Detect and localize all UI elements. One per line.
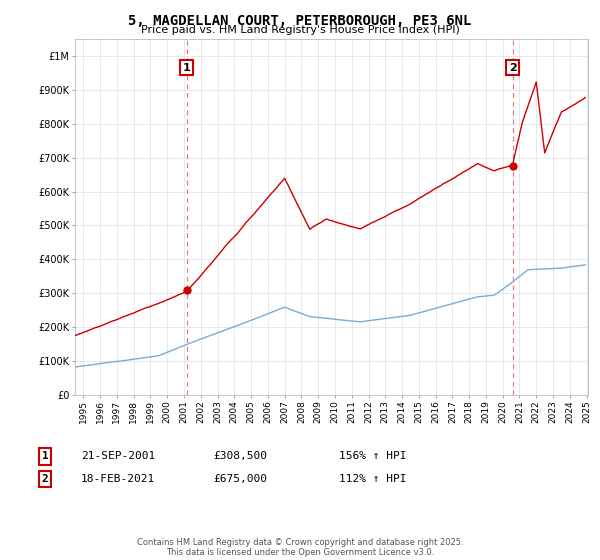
Text: 18-FEB-2021: 18-FEB-2021 xyxy=(81,474,155,484)
Text: Contains HM Land Registry data © Crown copyright and database right 2025.
This d: Contains HM Land Registry data © Crown c… xyxy=(137,538,463,557)
Text: 5, MAGDELLAN COURT, PETERBOROUGH, PE3 6NL: 5, MAGDELLAN COURT, PETERBOROUGH, PE3 6N… xyxy=(128,14,472,28)
Text: £675,000: £675,000 xyxy=(213,474,267,484)
Text: 21-SEP-2001: 21-SEP-2001 xyxy=(81,451,155,461)
Text: 2: 2 xyxy=(509,63,517,73)
Text: 1: 1 xyxy=(41,451,49,461)
Text: 156% ↑ HPI: 156% ↑ HPI xyxy=(339,451,407,461)
Text: Price paid vs. HM Land Registry's House Price Index (HPI): Price paid vs. HM Land Registry's House … xyxy=(140,25,460,35)
Text: 112% ↑ HPI: 112% ↑ HPI xyxy=(339,474,407,484)
Text: 2: 2 xyxy=(41,474,49,484)
Text: 1: 1 xyxy=(183,63,191,73)
Text: £308,500: £308,500 xyxy=(213,451,267,461)
